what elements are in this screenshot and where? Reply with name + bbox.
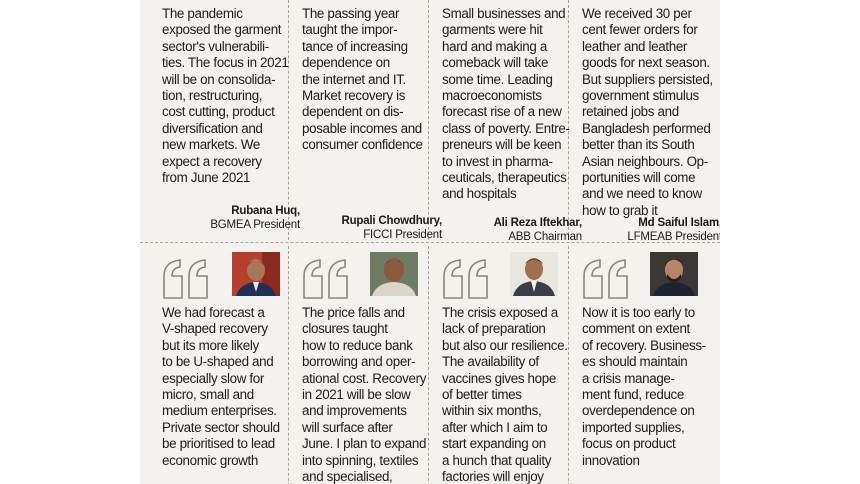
speaker-role: ABB Chairman	[508, 231, 582, 243]
quote-text: We had forecast a V-shaped recovery but it…	[162, 305, 280, 468]
column-divider	[428, 0, 429, 240]
portrait-photo	[370, 252, 418, 296]
speaker-role: FICCI President	[363, 229, 442, 241]
quote-card-ali-reza-iftekhar: Small businesses and garments were hit har…	[442, 6, 582, 243]
column-divider	[568, 0, 569, 240]
quote-mark-icon	[443, 259, 488, 299]
quotes-panel: The pandemic exposed the garment sector's …	[140, 0, 720, 484]
quote-text: Now it is too early to comment on extent o…	[582, 305, 706, 468]
speaker-role: BGMEA President	[210, 219, 300, 231]
quote-text: The price falls and closures taught how to…	[302, 305, 427, 484]
quote-card: Now it is too early to comment on extent o…	[582, 0, 720, 484]
speaker-name: Md Saiful Islam,	[638, 217, 720, 229]
quote-mark-icon	[303, 259, 348, 299]
quote-card-rupali-chowdhury: The passing year taught the impor-tance o…	[302, 6, 442, 241]
quote-card: The price falls and closures taught how to…	[302, 0, 440, 484]
column-divider	[288, 0, 289, 240]
row-divider	[140, 242, 720, 243]
quote-text: We received 30 per cent fewer orders for l…	[582, 6, 713, 218]
portrait-photo	[510, 252, 558, 296]
attribution: Ali Reza Iftekhar, ABB Chairman	[493, 216, 583, 244]
attribution: Rubana Huq, BGMEA President	[210, 204, 300, 232]
quote-card-rubana-huq: The pandemic exposed the garment sector's …	[162, 6, 300, 238]
speaker-name: Rupali Chowdhury,	[341, 215, 442, 227]
speaker-name: Ali Reza Iftekhar,	[493, 217, 583, 229]
quote-mark-icon	[163, 259, 208, 299]
column-divider	[288, 246, 289, 484]
quote-card: The crisis exposed a lack of preparation b…	[442, 0, 580, 484]
attribution: Rupali Chowdhury, FICCI President	[341, 214, 442, 242]
quote-text: The passing year taught the impor-tance o…	[302, 6, 423, 153]
quote-text: The pandemic exposed the garment sector's …	[162, 6, 289, 186]
quote-card-md-saiful-islam: We received 30 per cent fewer orders for l…	[582, 6, 720, 243]
speaker-role: LFMEAB President	[627, 231, 720, 243]
quote-card: We had forecast a V-shaped recovery but it…	[162, 0, 300, 484]
quote-text: Small businesses and garments were hit har…	[442, 6, 570, 202]
column-divider	[568, 246, 569, 484]
attribution: Md Saiful Islam, LFMEAB President	[627, 216, 720, 244]
quote-mark-icon	[583, 259, 628, 299]
speaker-name: Rubana Huq,	[231, 205, 300, 217]
portrait-photo	[650, 252, 698, 296]
portrait-photo	[232, 252, 280, 296]
column-divider	[428, 246, 429, 484]
quote-text: The crisis exposed a lack of preparation b…	[442, 305, 568, 484]
